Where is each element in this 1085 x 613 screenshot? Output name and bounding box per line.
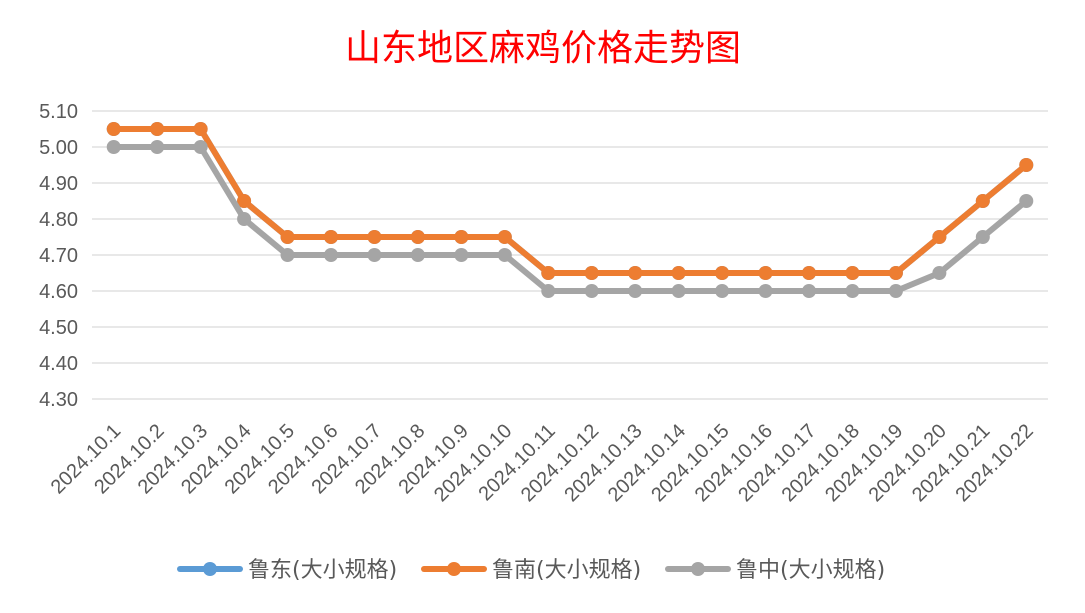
- legend-item: 鲁东(大小规格): [177, 558, 397, 583]
- y-tick-label: 4.70: [39, 245, 78, 267]
- data-point: [845, 284, 860, 298]
- data-point: [150, 122, 165, 136]
- legend-label: 鲁南(大小规格): [492, 558, 641, 583]
- series-2: [106, 122, 1034, 280]
- data-point: [671, 284, 686, 298]
- data-point: [845, 266, 860, 280]
- y-tick-label: 5.00: [39, 137, 78, 159]
- legend-swatch-marker: [447, 562, 461, 576]
- data-point: [975, 230, 990, 244]
- data-point: [541, 266, 556, 280]
- data-point: [758, 266, 773, 280]
- data-point: [193, 140, 208, 154]
- data-point: [237, 212, 252, 226]
- y-tick-label: 4.50: [39, 317, 78, 339]
- legend: 鲁东(大小规格) 鲁南(大小规格) 鲁中(大小规格): [177, 558, 885, 583]
- y-tick-label: 4.40: [39, 353, 78, 375]
- data-point: [715, 284, 730, 298]
- y-tick-label: 5.10: [39, 101, 78, 123]
- data-point: [193, 122, 208, 136]
- legend-swatch-marker: [691, 562, 705, 576]
- data-point: [497, 248, 512, 262]
- data-point: [975, 194, 990, 208]
- data-point: [1019, 194, 1034, 208]
- data-point: [497, 230, 512, 244]
- y-tick-label: 4.90: [39, 173, 78, 195]
- legend-item: 鲁南(大小规格): [421, 558, 641, 583]
- data-point: [1019, 158, 1034, 172]
- data-point: [367, 230, 382, 244]
- data-point: [628, 284, 643, 298]
- data-point: [628, 266, 643, 280]
- data-point: [324, 248, 338, 262]
- data-point: [802, 266, 816, 280]
- data-point: [888, 266, 903, 280]
- series-line: [110, 144, 1030, 294]
- legend-item: 鲁中(大小规格): [665, 558, 885, 583]
- data-point: [802, 284, 816, 298]
- series-3: [106, 140, 1034, 298]
- y-tick-label: 4.30: [39, 389, 78, 411]
- data-point: [367, 248, 382, 262]
- y-tick-label: 4.60: [39, 281, 78, 303]
- data-point: [715, 266, 730, 280]
- data-point: [671, 266, 686, 280]
- data-point: [932, 230, 947, 244]
- data-point: [106, 140, 121, 154]
- data-point: [454, 230, 469, 244]
- legend-label: 鲁东(大小规格): [248, 558, 397, 583]
- x-axis-ticks: 2024.10.12024.10.22024.10.32024.10.42024…: [47, 420, 1038, 506]
- chart-title: 山东地区麻鸡价格走势图: [345, 28, 741, 69]
- data-point: [237, 194, 252, 208]
- data-point: [584, 284, 599, 298]
- data-point: [410, 230, 425, 244]
- data-point: [758, 284, 773, 298]
- y-axis-ticks: 5.10 5.00 4.90 4.80 4.70 4.60 4.50 4.40 4.30: [39, 101, 78, 411]
- data-point: [324, 230, 338, 244]
- data-point: [454, 248, 469, 262]
- data-point: [584, 266, 599, 280]
- data-point: [280, 248, 295, 262]
- data-point: [410, 248, 425, 262]
- data-point: [150, 140, 165, 154]
- data-point: [932, 266, 947, 280]
- data-point: [106, 122, 121, 136]
- legend-label: 鲁中(大小规格): [736, 558, 885, 583]
- series-group: [106, 122, 1034, 298]
- data-point: [888, 284, 903, 298]
- y-tick-label: 4.80: [39, 209, 78, 231]
- data-point: [541, 284, 556, 298]
- legend-swatch-marker: [203, 562, 217, 576]
- series-line: [110, 126, 1030, 276]
- gridlines: [92, 110, 1048, 400]
- data-point: [280, 230, 295, 244]
